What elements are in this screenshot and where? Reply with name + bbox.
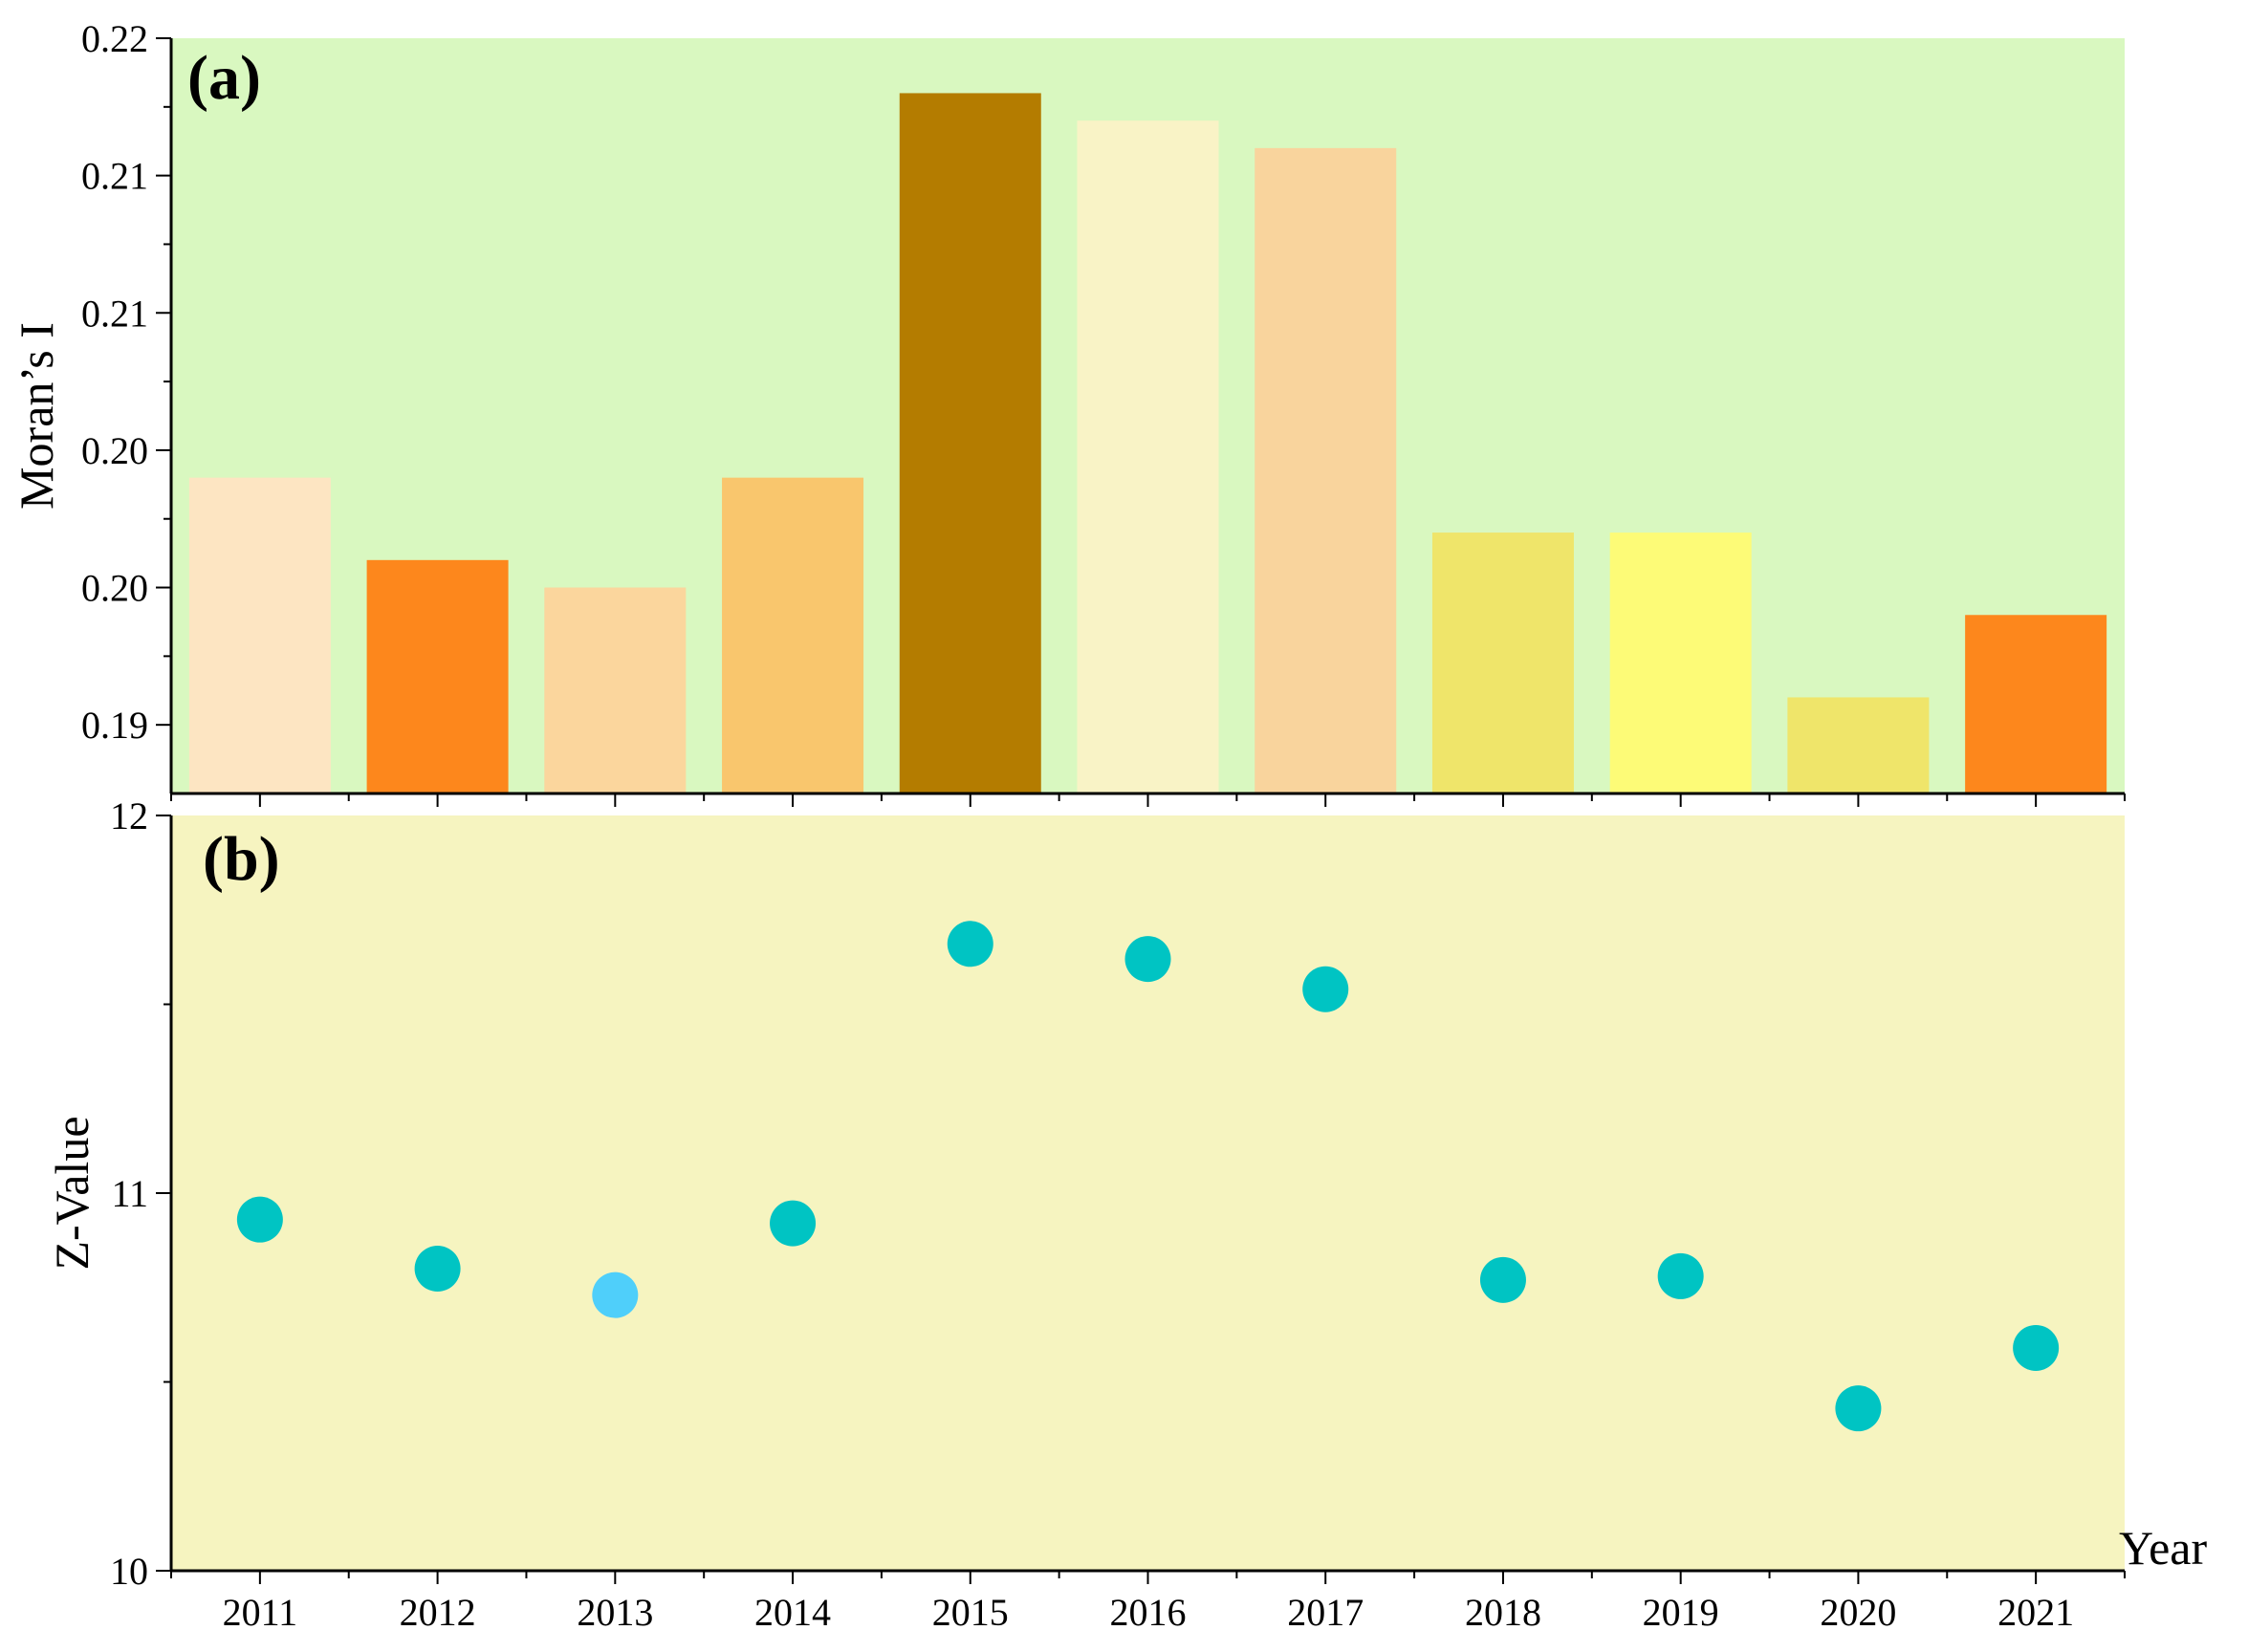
x-tick-label: 2018 (1465, 1591, 1541, 1634)
panel-a-label: (a) (187, 43, 261, 113)
panel-a-morans-i: 0.19 0.20 0.20 0.21 0.21 0.22 (a) Moran’s I (10, 17, 2126, 807)
bar-2012 (366, 559, 509, 793)
x-tick-label: 2014 (754, 1591, 831, 1634)
point-2019 (1657, 1252, 1704, 1299)
point-2017 (1302, 966, 1349, 1012)
point-2021 (2013, 1324, 2060, 1371)
x-axis-title: Year (2119, 1521, 2207, 1575)
panel-b-y-ticks: 10 11 12 (110, 794, 171, 1593)
panel-a-y-ticks: 0.19 0.20 0.20 0.21 0.21 0.22 (81, 17, 171, 747)
panel-b-y-tick-label: 10 (110, 1550, 148, 1593)
x-tick-label: 2016 (1110, 1591, 1187, 1634)
bar-2011 (188, 477, 331, 793)
panel-a-y-axis-title: Moran’s I (10, 322, 63, 510)
x-tick-label: 2011 (223, 1591, 298, 1634)
point-2015 (947, 921, 993, 967)
panel-b-background (171, 815, 2125, 1571)
panel-a-y-tick-label: 0.22 (81, 17, 148, 60)
panel-a-y-tick-label: 0.21 (81, 292, 148, 335)
point-2014 (770, 1200, 817, 1247)
panel-b-label: (b) (203, 824, 280, 894)
panel-b-y-tick-label: 11 (111, 1172, 148, 1215)
point-2013 (592, 1272, 639, 1318)
point-2011 (236, 1196, 283, 1243)
x-tick-label: 2013 (577, 1591, 653, 1634)
x-tick-label: 2015 (932, 1591, 1009, 1634)
x-axis-ticks: 2011 2012 2013 2014 2015 2016 2017 2018 2019 2020… (170, 1571, 2126, 1634)
panel-a-y-tick-label: 0.20 (81, 429, 148, 472)
x-tick-label: 2012 (400, 1591, 476, 1634)
bar-2021 (1965, 615, 2107, 793)
x-tick-label: 2020 (1820, 1591, 1896, 1634)
panel-a-axes (169, 38, 2126, 807)
bar-2020 (1787, 697, 1930, 793)
panel-a-y-tick-label: 0.21 (81, 155, 148, 198)
x-tick-label: 2017 (1287, 1591, 1364, 1634)
scatter-series (236, 921, 2060, 1432)
bar-2017 (1255, 147, 1397, 794)
panel-a-y-tick-label: 0.19 (81, 704, 148, 747)
panel-a-y-tick-label: 0.20 (81, 567, 148, 610)
point-2016 (1124, 936, 1171, 983)
bar-2016 (1077, 120, 1219, 793)
bar-2013 (544, 587, 687, 793)
point-2018 (1479, 1256, 1526, 1303)
x-tick-label: 2019 (1643, 1591, 1719, 1634)
bar-2019 (1609, 533, 1752, 793)
panel-b-y-axis-title: Z-Value (45, 1116, 98, 1270)
bar-2015 (899, 93, 1041, 794)
bar-series (188, 93, 2107, 794)
x-tick-label: 2021 (1997, 1591, 2074, 1634)
point-2012 (414, 1246, 461, 1292)
bar-2018 (1431, 533, 1574, 793)
bar-2014 (722, 477, 864, 793)
point-2020 (1835, 1385, 1882, 1432)
panel-b-y-tick-label: 12 (110, 794, 148, 837)
